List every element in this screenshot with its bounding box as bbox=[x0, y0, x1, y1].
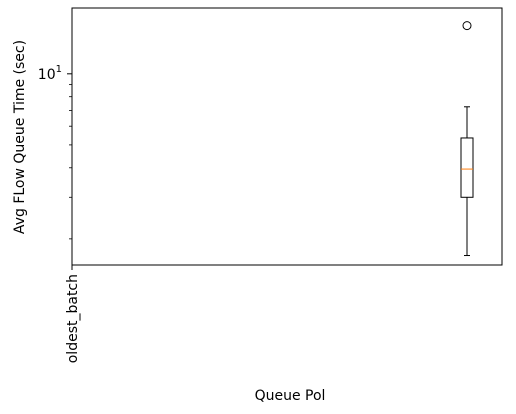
y-tick-label: 101 bbox=[38, 64, 62, 83]
y-axis-label: Avg FLow Queue Time (sec) bbox=[12, 40, 28, 234]
y-tick-label-exponent: 1 bbox=[56, 64, 62, 75]
plot-area-frame bbox=[71, 7, 503, 266]
box-iqr bbox=[460, 137, 474, 198]
y-tick-label-base: 10 bbox=[38, 67, 56, 83]
plot-marks bbox=[460, 21, 474, 257]
outlier-point bbox=[462, 21, 472, 31]
x-axis-label: Queue Pol bbox=[255, 388, 326, 404]
x-axis-tick-group: oldest_batch bbox=[65, 265, 81, 363]
x-tick-label: oldest_batch bbox=[65, 274, 81, 363]
